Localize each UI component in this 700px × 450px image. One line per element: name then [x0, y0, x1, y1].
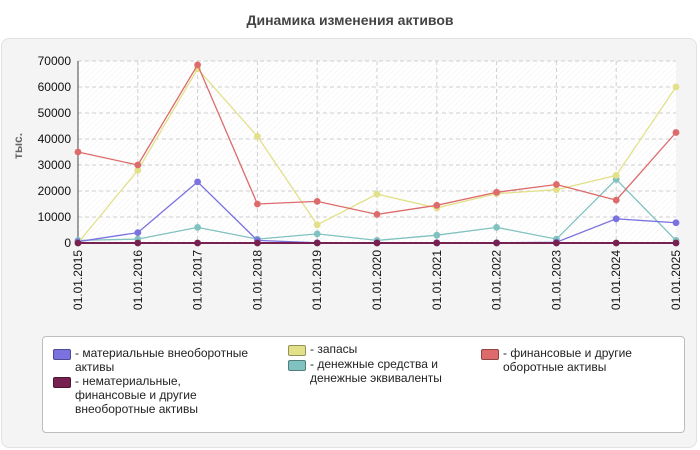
y-tick-label: 50000: [38, 106, 72, 120]
series-point: [553, 186, 560, 194]
x-tick-label: 01.01.2025: [669, 250, 683, 310]
legend-label: - денежные средства и денежные эквивален…: [310, 357, 442, 385]
y-axis-label: тыс.: [11, 133, 25, 159]
x-tick-label: 01.01.2018: [250, 250, 264, 310]
series-point: [254, 200, 261, 208]
series-point: [612, 215, 620, 223]
legend-label: - материальные внеоборотные активы: [75, 346, 248, 374]
series-point: [313, 230, 321, 238]
legend-swatch: [288, 345, 306, 356]
series-point: [433, 231, 441, 239]
series-point: [313, 221, 321, 229]
chart-title: Динамика изменения активов: [246, 12, 454, 28]
series-point: [373, 211, 381, 218]
series-point: [612, 172, 620, 179]
series-point: [672, 129, 680, 136]
x-tick-label: 01.01.2021: [430, 250, 444, 310]
series-point: [194, 61, 202, 69]
x-tick-label: 01.01.2016: [131, 250, 145, 310]
series-point: [493, 188, 500, 196]
series-point: [373, 239, 381, 247]
x-tick-label: 01.01.2022: [490, 250, 504, 310]
legend-item: - материальные внеоборотные активы: [53, 346, 253, 374]
x-tick-label: 01.01.2019: [310, 250, 324, 310]
chart-legend: - материальные внеоборотные активы - нема…: [42, 336, 685, 433]
legend-item: - запасы: [288, 342, 468, 356]
y-tick-label: 0: [64, 236, 71, 250]
y-tick-label: 20000: [38, 184, 72, 198]
x-tick-label: 01.01.2017: [191, 250, 205, 310]
x-tick-label: 01.01.2023: [549, 250, 563, 310]
x-tick-label: 01.01.2020: [370, 250, 384, 310]
series-point: [313, 239, 321, 247]
series-point: [493, 224, 500, 231]
legend-label: - финансовые и другие оборотные активы: [503, 346, 632, 374]
series-point: [74, 148, 82, 156]
series-point: [134, 166, 142, 174]
series-point: [254, 239, 261, 247]
y-tick-label: 40000: [38, 132, 72, 146]
legend-item: - денежные средства и денежные эквивален…: [288, 357, 468, 385]
series-point: [134, 239, 142, 247]
series-point: [313, 198, 321, 205]
legend-item: - нематериальные, финансовые и другие вн…: [53, 374, 253, 416]
series-point: [612, 196, 620, 204]
series-point: [134, 229, 142, 237]
y-tick-label: 10000: [38, 210, 72, 224]
series-point: [74, 239, 82, 247]
y-tick-label: 30000: [38, 158, 72, 172]
y-tick-label: 70000: [38, 54, 72, 68]
series-point: [254, 133, 261, 140]
legend-label: - нематериальные, финансовые и другие вн…: [75, 374, 198, 416]
legend-swatch: [481, 349, 499, 360]
series-point: [373, 190, 381, 198]
y-tick-label: 60000: [38, 80, 72, 94]
legend-swatch: [53, 349, 71, 360]
series-point: [612, 239, 620, 247]
x-tick-label: 01.01.2024: [609, 250, 623, 310]
series-point: [194, 178, 202, 186]
series-point: [553, 181, 560, 188]
series-point: [553, 239, 560, 247]
legend-swatch: [53, 377, 71, 388]
series-point: [493, 239, 500, 247]
series-point: [194, 224, 202, 231]
series-point: [672, 219, 680, 227]
legend-label: - запасы: [310, 342, 358, 356]
series-point: [672, 239, 680, 247]
series-point: [672, 83, 680, 91]
series-point: [433, 239, 441, 247]
legend-item: - финансовые и другие оборотные активы: [481, 346, 666, 374]
legend-swatch: [288, 360, 306, 371]
series-point: [433, 201, 441, 209]
series-point: [134, 161, 142, 169]
x-tick-label: 01.01.2015: [71, 250, 85, 310]
series-point: [194, 239, 202, 247]
